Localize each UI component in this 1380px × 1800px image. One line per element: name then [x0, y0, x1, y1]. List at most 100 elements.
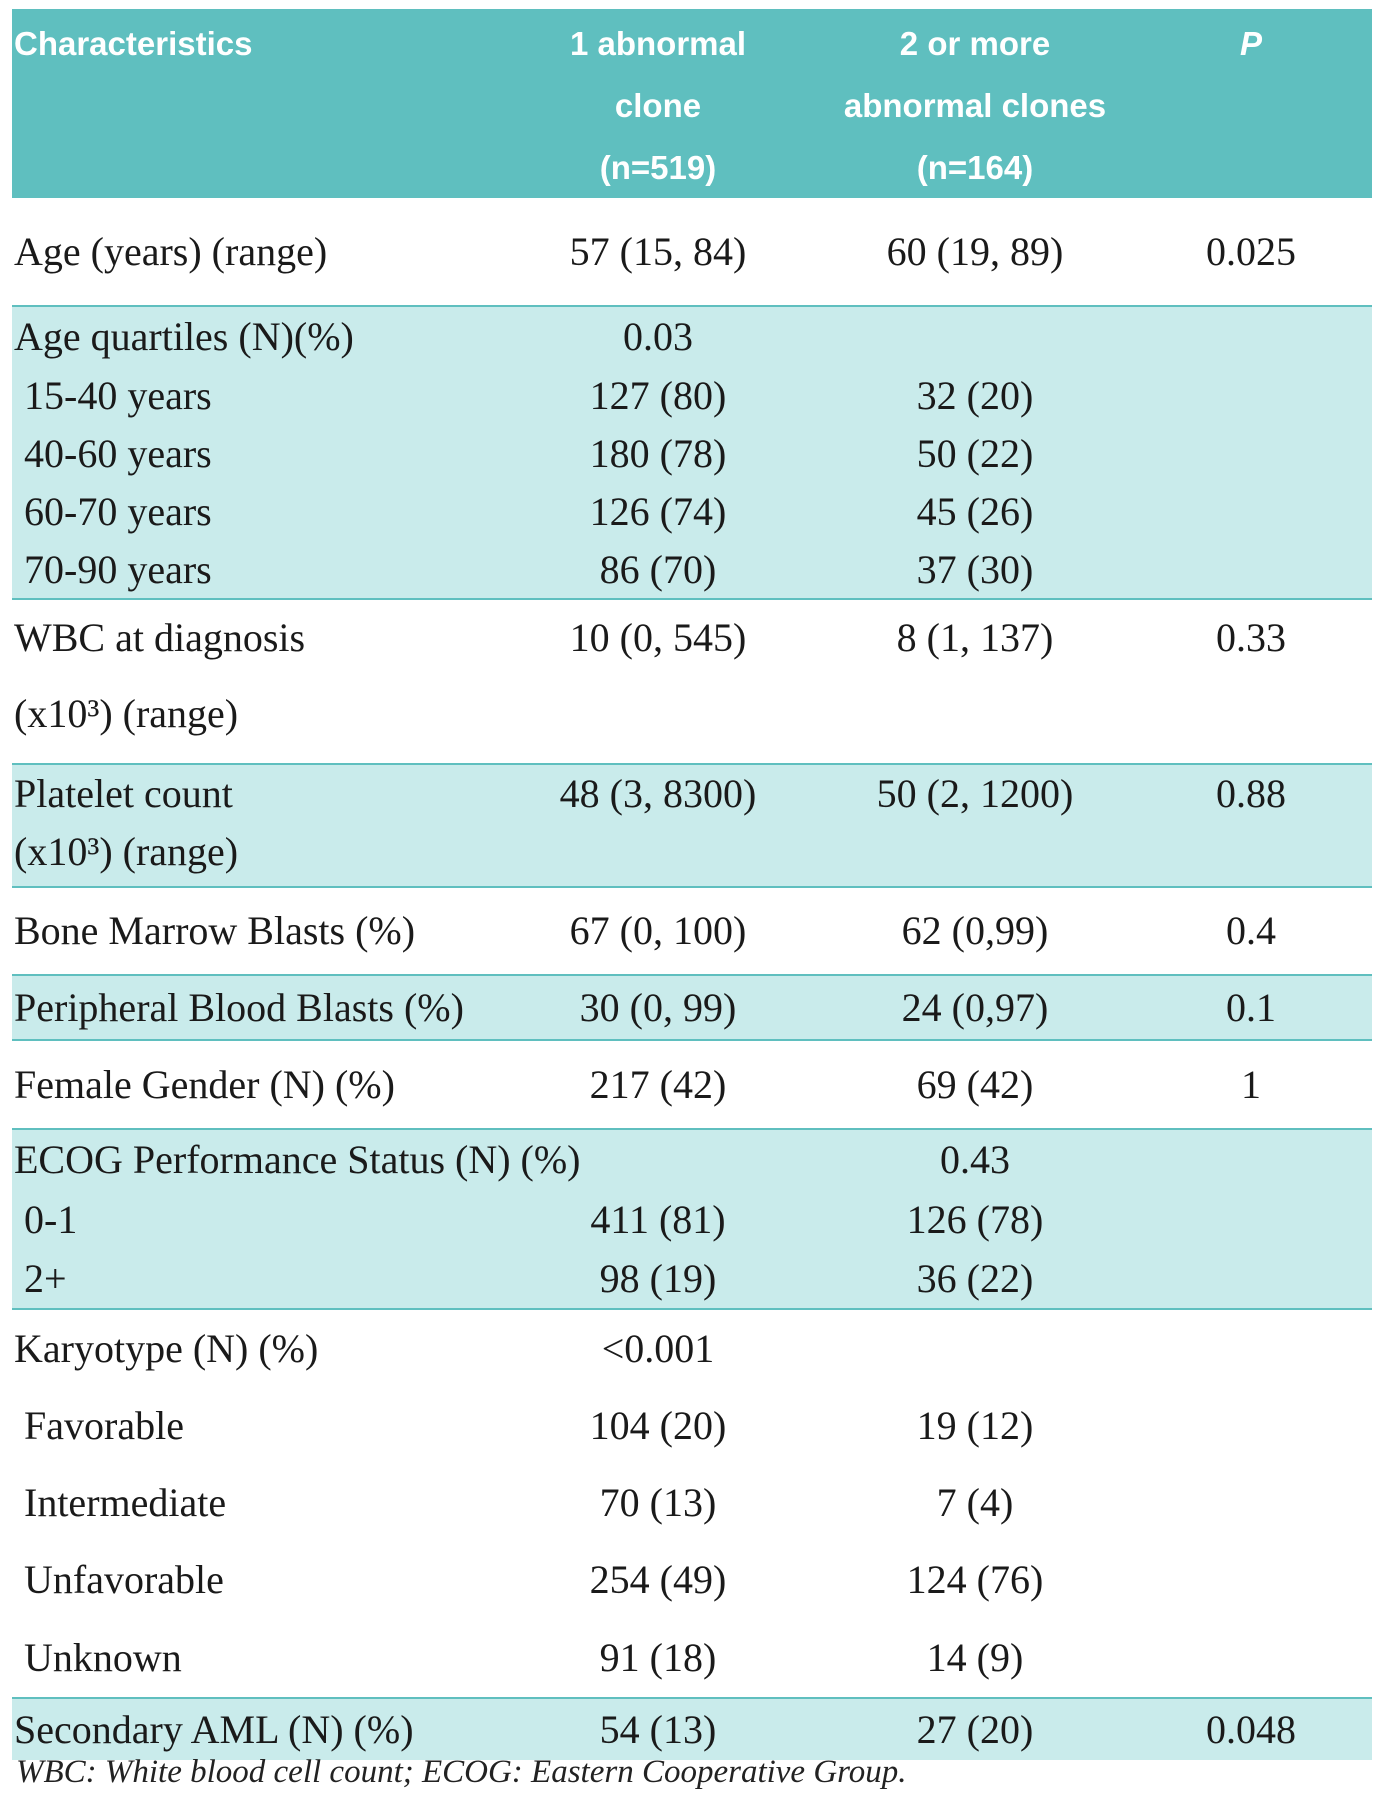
cell: 7 (4)	[936, 1480, 1014, 1525]
table-row: ECOG Performance Status (N) (%) 0.43	[12, 1130, 1372, 1190]
cell: 411 (81)	[590, 1197, 726, 1242]
row-label: Unfavorable	[24, 1557, 224, 1602]
row-label: 0-1	[24, 1197, 78, 1242]
table-row: Female Gender (N) (%) 217 (42) 69 (42) 1	[12, 1041, 1372, 1128]
table-row: Platelet count (x10³) (range) 48 (3, 8300…	[12, 765, 1372, 886]
cell: 70 (13)	[599, 1480, 717, 1525]
cell: 37 (30)	[916, 547, 1034, 592]
cell: 1	[1241, 1062, 1261, 1107]
row-label: Peripheral Blood Blasts (%)	[14, 985, 464, 1030]
cell: 180 (78)	[589, 431, 727, 476]
cell: 0.048	[1206, 1707, 1296, 1752]
cell: 0.88	[1216, 771, 1286, 816]
cell: 27 (20)	[916, 1707, 1034, 1752]
cell: 10 (0, 545)	[569, 615, 747, 660]
cell: 32 (20)	[916, 373, 1034, 418]
cell: 0.4	[1226, 908, 1276, 953]
table-row: Favorable 104 (20) 19 (12)	[12, 1387, 1372, 1464]
cell: <0.001	[601, 1326, 715, 1371]
cell: 45 (26)	[916, 489, 1034, 534]
row-label: WBC at diagnosis (x10³) (range)	[14, 615, 306, 736]
cell: 0.33	[1216, 615, 1286, 660]
row-label: ECOG Performance Status (N) (%)	[14, 1137, 581, 1182]
cell: 50 (2, 1200)	[876, 771, 1074, 816]
row-label: Intermediate	[24, 1480, 227, 1525]
cell: 69 (42)	[916, 1062, 1034, 1107]
table: Characteristics 1 abnormal clone (n=519)…	[12, 9, 1372, 1760]
cell: 36 (22)	[916, 1256, 1034, 1301]
cell: 24 (0,97)	[901, 985, 1049, 1030]
row-group: Karyotype (N) (%) <0.001 Favorable 104 (20)…	[12, 1310, 1372, 1699]
table-row: Karyotype (N) (%) <0.001	[12, 1310, 1372, 1387]
cell: 54 (13)	[599, 1707, 717, 1752]
cell: 126 (74)	[589, 489, 727, 534]
table-row: Unfavorable 254 (49) 124 (76)	[12, 1541, 1372, 1618]
row-group: WBC at diagnosis (x10³) (range) 10 (0, 54…	[12, 600, 1372, 765]
cell: 0.025	[1206, 229, 1296, 274]
cell: 124 (76)	[906, 1557, 1044, 1602]
row-group: Female Gender (N) (%) 217 (42) 69 (42) 1	[12, 1041, 1372, 1130]
table-row: 60-70 years 126 (74) 45 (26)	[12, 483, 1372, 541]
header-cell: P	[1239, 25, 1263, 62]
row-label: 70-90 years	[24, 547, 212, 592]
cell: 62 (0,99)	[901, 908, 1049, 953]
table-row: Intermediate 70 (13) 7 (4)	[12, 1464, 1372, 1541]
table-row: 40-60 years 180 (78) 50 (22)	[12, 425, 1372, 483]
row-label: Bone Marrow Blasts (%)	[14, 908, 416, 953]
cell: 91 (18)	[599, 1635, 717, 1680]
header-cell: 1 abnormal clone (n=519)	[569, 25, 747, 186]
table-row: Age (years) (range) 57 (15, 84) 60 (19, 89…	[12, 198, 1372, 305]
table-row: 15-40 years 127 (80) 32 (20)	[12, 367, 1372, 425]
row-label: Age quartiles (N)(%)	[14, 314, 354, 359]
table-row: Peripheral Blood Blasts (%) 30 (0, 99) 24 …	[12, 976, 1372, 1039]
row-label: 60-70 years	[24, 489, 212, 534]
row-label: Favorable	[24, 1403, 184, 1448]
table-row: 2+ 98 (19) 36 (22)	[12, 1249, 1372, 1308]
table-row: Secondary AML (N) (%) 54 (13) 27 (20) 0.048	[12, 1699, 1372, 1760]
row-label: Unknown	[24, 1635, 182, 1680]
table-row: Unknown 91 (18) 14 (9)	[12, 1618, 1372, 1697]
row-group: Platelet count (x10³) (range) 48 (3, 8300…	[12, 765, 1372, 888]
row-label: 2+	[24, 1256, 67, 1301]
cell: 19 (12)	[916, 1403, 1034, 1448]
cell: 98 (19)	[599, 1256, 717, 1301]
table-row: Bone Marrow Blasts (%) 67 (0, 100) 62 (0,9…	[12, 888, 1372, 974]
cell: 126 (78)	[906, 1197, 1044, 1242]
cell: 48 (3, 8300)	[559, 771, 757, 816]
table-row: Age quartiles (N)(%) 0.03	[12, 307, 1372, 367]
table-row: 0-1 411 (81) 126 (78)	[12, 1190, 1372, 1249]
row-label: 40-60 years	[24, 431, 212, 476]
row-label: Secondary AML (N) (%)	[14, 1707, 414, 1752]
cell: 104 (20)	[589, 1403, 727, 1448]
row-label: Age (years) (range)	[14, 229, 328, 274]
cell: 14 (9)	[926, 1635, 1024, 1680]
row-group: Peripheral Blood Blasts (%) 30 (0, 99) 24 …	[12, 976, 1372, 1041]
row-label: Karyotype (N) (%)	[14, 1326, 319, 1371]
cell: 57 (15, 84)	[569, 229, 747, 274]
cell: 127 (80)	[589, 373, 727, 418]
cell: 0.03	[623, 314, 693, 359]
cell: 86 (70)	[599, 547, 717, 592]
cell: 8 (1, 137)	[896, 615, 1054, 660]
cell: 0.1	[1226, 985, 1276, 1030]
cell: 60 (19, 89)	[886, 229, 1064, 274]
cell: 67 (0, 100)	[569, 908, 747, 953]
header-cell: Characteristics	[14, 25, 253, 62]
row-label: Platelet count (x10³) (range)	[14, 771, 239, 874]
cell: 254 (49)	[589, 1557, 727, 1602]
table-header: Characteristics 1 abnormal clone (n=519)…	[12, 9, 1372, 198]
row-group: Bone Marrow Blasts (%) 67 (0, 100) 62 (0,9…	[12, 888, 1372, 976]
row-group: Age (years) (range) 57 (15, 84) 60 (19, 89…	[12, 198, 1372, 307]
cell: 50 (22)	[916, 431, 1034, 476]
table-row: 70-90 years 86 (70) 37 (30)	[12, 541, 1372, 598]
header-cell: 2 or more abnormal clones (n=164)	[843, 25, 1107, 186]
table-row: WBC at diagnosis (x10³) (range) 10 (0, 54…	[12, 600, 1372, 763]
row-label: Female Gender (N) (%)	[14, 1062, 395, 1107]
row-group: ECOG Performance Status (N) (%) 0.43 0-1 41…	[12, 1130, 1372, 1310]
row-group: Age quartiles (N)(%) 0.03 15-40 years 127 (…	[12, 307, 1372, 600]
row-label: 15-40 years	[24, 373, 212, 418]
cell: 0.43	[940, 1137, 1010, 1182]
cell: 30 (0, 99)	[579, 985, 737, 1030]
cell: 217 (42)	[589, 1062, 727, 1107]
